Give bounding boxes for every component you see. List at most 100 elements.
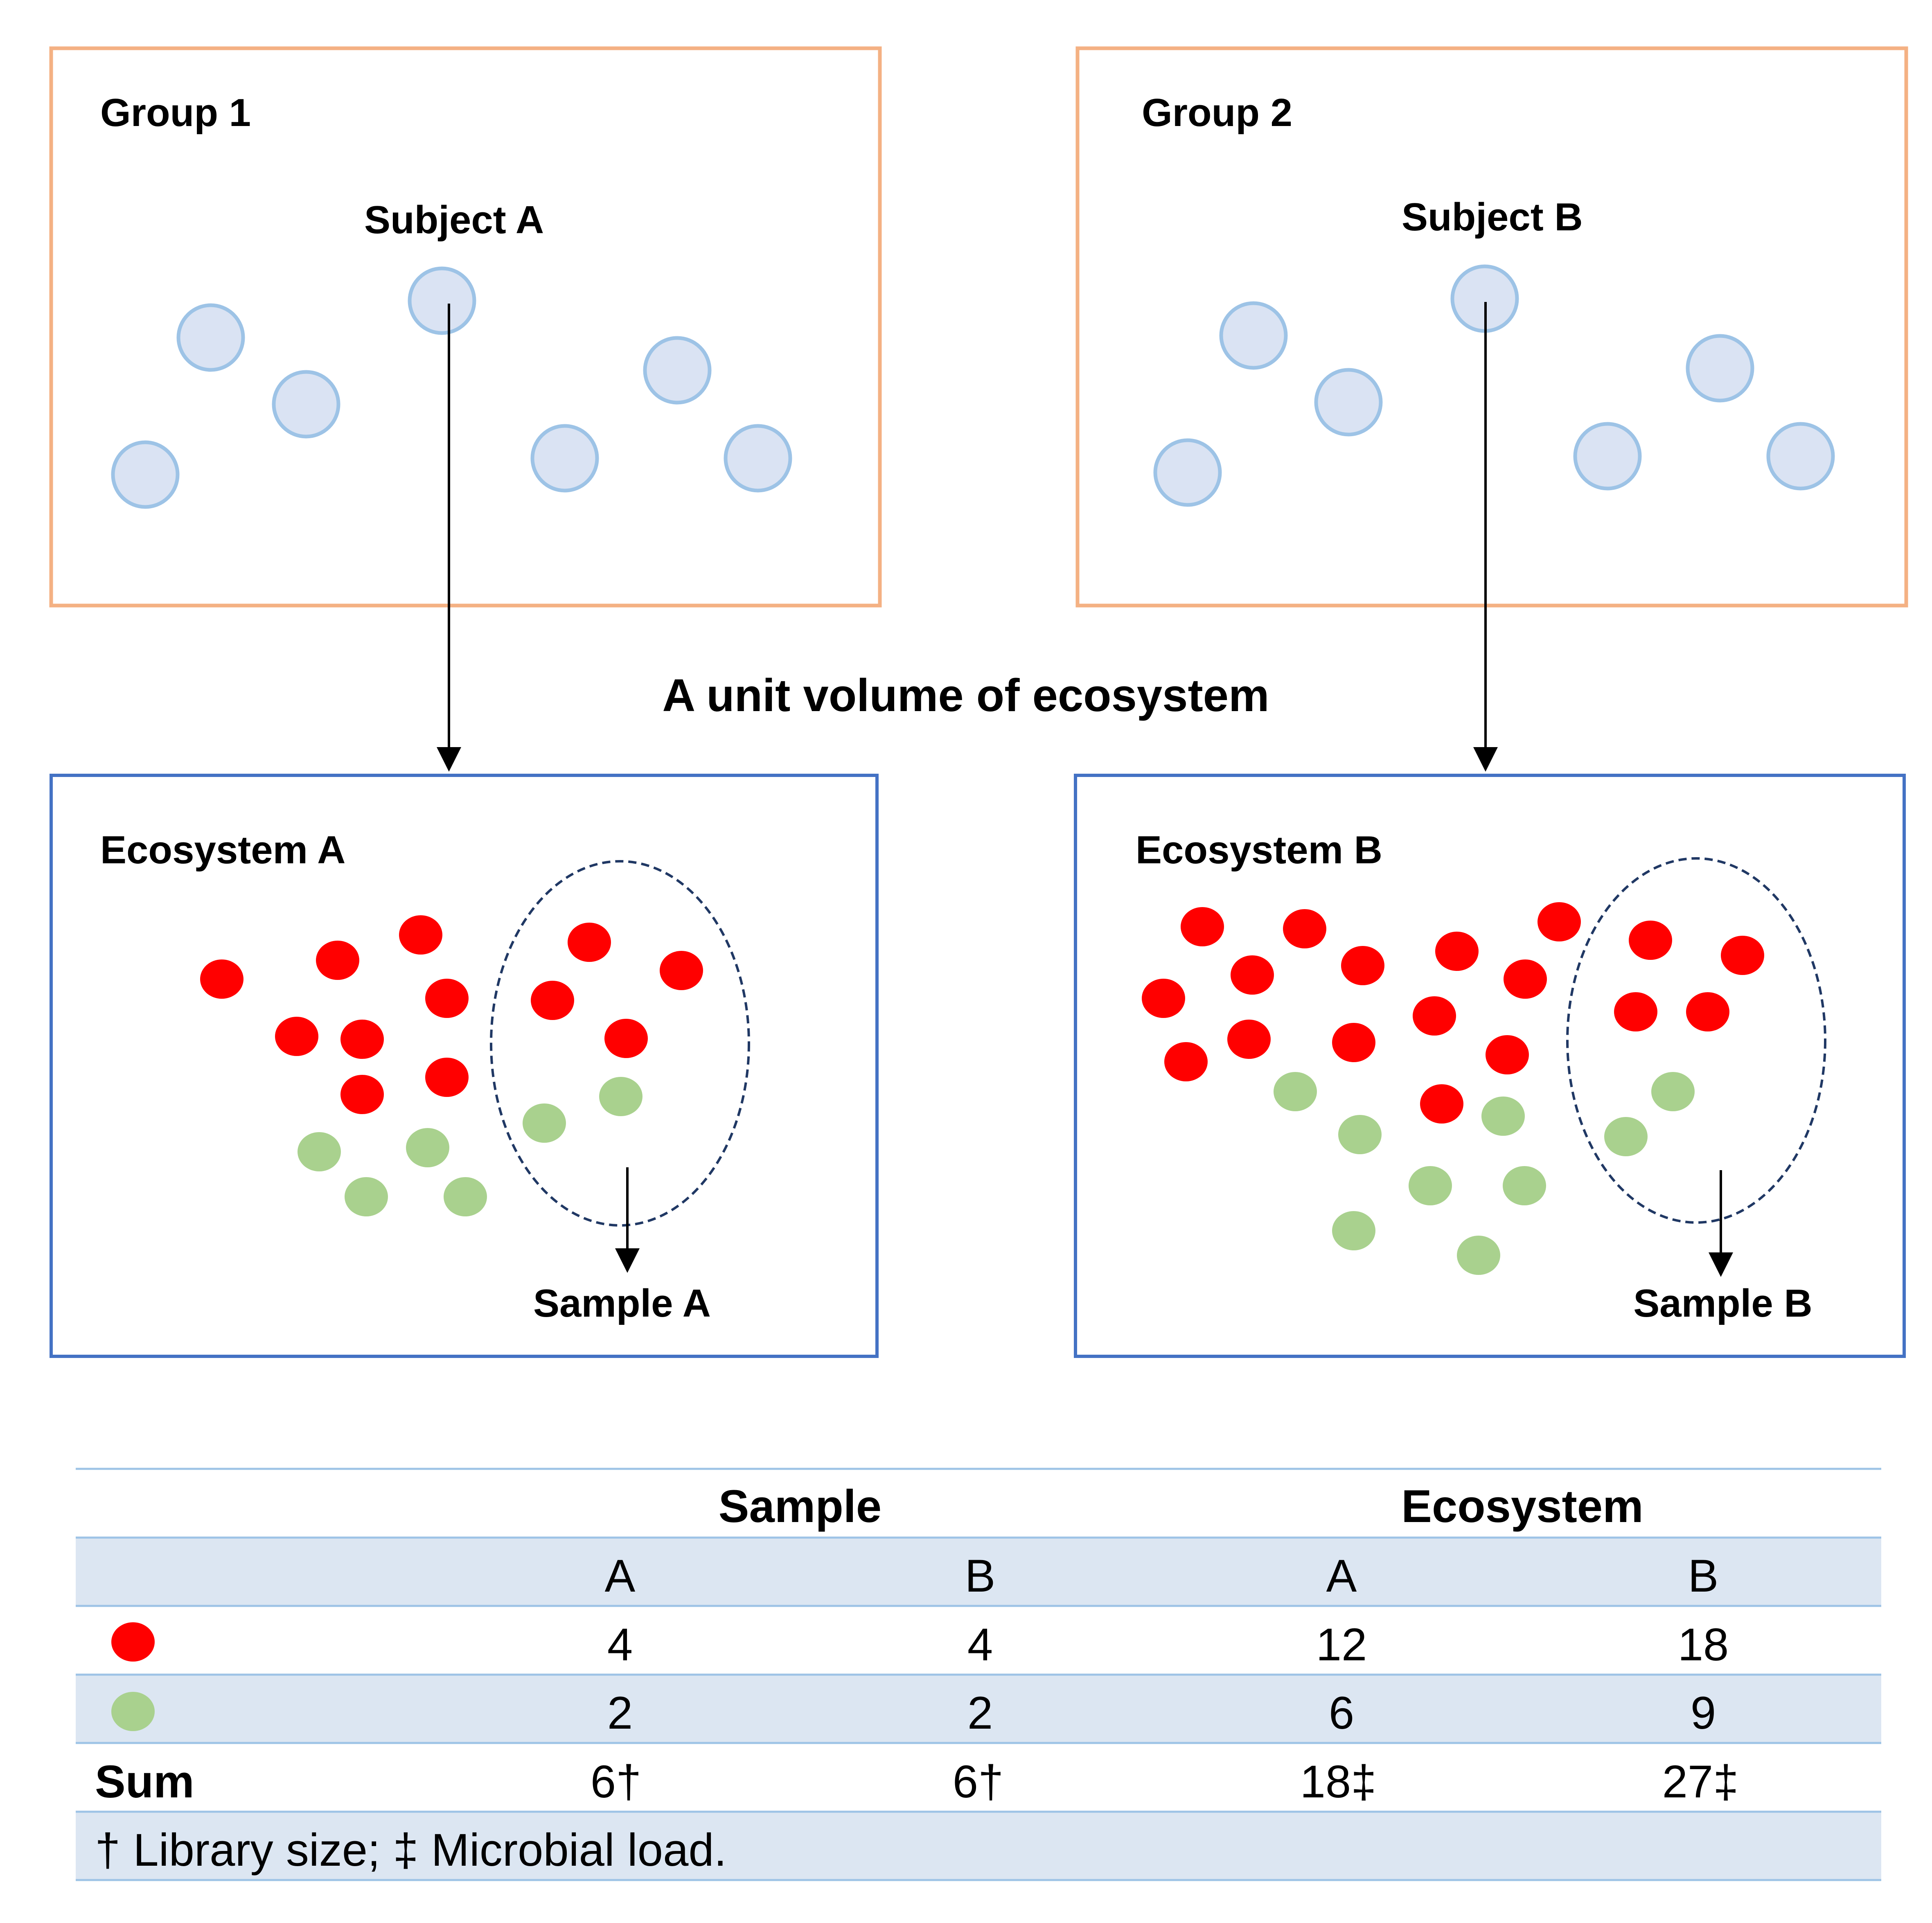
count-table: Sample Ecosystem A B A B 4 4 12 18 2 2 6…	[76, 1468, 1881, 1881]
green-cell	[1409, 1166, 1452, 1205]
subject-circle	[643, 336, 712, 405]
ecosystem-b-red-cells	[1142, 902, 1764, 1124]
table-header-sample: Sample	[719, 1481, 881, 1532]
red-cell	[568, 923, 611, 962]
ecosystem-b-box	[1074, 774, 1906, 1358]
subject-circle	[724, 424, 792, 493]
red-cell	[1420, 1084, 1463, 1124]
sample-b-label: Sample B	[1633, 1281, 1812, 1325]
table-cell: 6†	[953, 1756, 1004, 1807]
ecosystem-b-green-cells	[1274, 1072, 1695, 1275]
sample-b-region	[1566, 857, 1826, 1224]
table-cell: 9	[1691, 1687, 1716, 1738]
table-subheader: B	[965, 1550, 996, 1601]
ecosystem-b-label: Ecosystem B	[1136, 828, 1382, 872]
center-label: A unit volume of ecosystem	[662, 670, 1269, 721]
sample-a-label: Sample A	[533, 1281, 711, 1325]
green-cell	[1651, 1072, 1695, 1111]
green-cell	[1503, 1166, 1546, 1205]
red-cell	[1686, 992, 1729, 1031]
table-cell: 27‡	[1662, 1756, 1739, 1807]
table-subheader: A	[1326, 1550, 1357, 1601]
green-cell	[345, 1177, 388, 1216]
green-cell	[523, 1103, 566, 1143]
red-cell	[1435, 932, 1479, 971]
table-cell: 12	[1316, 1619, 1367, 1670]
table-band	[76, 1812, 1881, 1880]
sample-a-region	[490, 860, 750, 1227]
green-cell	[1481, 1097, 1525, 1136]
ecosystem-a-label: Ecosystem A	[100, 828, 345, 872]
green-cell	[599, 1077, 642, 1116]
red-cell	[1341, 946, 1384, 985]
subject-a-label: Subject A	[364, 198, 544, 242]
green-cell	[1457, 1236, 1500, 1275]
red-cell	[200, 959, 243, 999]
red-cell	[1164, 1042, 1208, 1081]
red-cell	[340, 1075, 384, 1114]
ecosystem-a-red-cells	[200, 915, 703, 1114]
ecosystem-a-box	[50, 774, 879, 1358]
red-cell	[399, 915, 442, 955]
red-cell	[425, 979, 469, 1018]
group-2-label: Group 2	[1142, 91, 1292, 135]
red-cell	[1504, 959, 1547, 999]
subject-circle	[1153, 438, 1222, 507]
table-cell: 18‡	[1300, 1756, 1377, 1807]
red-cell	[1413, 996, 1456, 1036]
table-header-ecosystem: Ecosystem	[1401, 1481, 1643, 1532]
table-cell: 6	[1329, 1687, 1354, 1738]
group-1-subjects	[111, 266, 792, 509]
red-cell	[275, 1017, 318, 1056]
green-cell	[444, 1177, 487, 1216]
red-cell	[1181, 907, 1224, 946]
group-1-label: Group 1	[100, 91, 251, 135]
subject-circle	[1686, 334, 1754, 403]
red-cell	[1629, 921, 1672, 960]
table-band	[76, 1675, 1881, 1743]
subject-circle	[530, 424, 599, 493]
green-dot-marker	[111, 1692, 155, 1731]
red-cell	[660, 951, 703, 990]
red-cell	[1227, 1020, 1271, 1059]
red-cell	[1537, 902, 1581, 941]
table-cell: 2	[967, 1687, 993, 1738]
table-footnote: † Library size; ‡ Microbial load.	[95, 1824, 727, 1876]
subject-circle	[1314, 368, 1383, 437]
green-cell	[1604, 1117, 1648, 1156]
red-cell	[316, 941, 359, 980]
red-cell	[1486, 1035, 1529, 1074]
sum-label: Sum	[95, 1756, 194, 1807]
red-cell	[1231, 955, 1274, 995]
group-2-box	[1075, 46, 1908, 608]
table-cell: 6†	[591, 1756, 642, 1807]
red-cell	[1614, 992, 1657, 1031]
subject-circle	[408, 266, 476, 335]
red-cell	[1332, 1023, 1375, 1062]
ecosystem-a-green-cells	[298, 1077, 642, 1216]
subject-b-label: Subject B	[1402, 195, 1583, 239]
green-cell	[1274, 1072, 1317, 1111]
table-cell: 18	[1678, 1619, 1729, 1670]
subject-circle	[1573, 422, 1642, 491]
green-cell	[298, 1132, 341, 1171]
red-cell	[1142, 979, 1185, 1018]
subject-circle	[176, 303, 245, 372]
red-cell	[1283, 909, 1326, 948]
green-cell	[1338, 1115, 1382, 1154]
red-dot-marker	[111, 1622, 155, 1662]
table-cell: 4	[607, 1619, 633, 1670]
red-cell	[425, 1058, 469, 1097]
subject-circle	[272, 370, 340, 439]
table-subheader: A	[605, 1550, 636, 1601]
subject-circle	[111, 440, 180, 509]
subject-circle	[1766, 422, 1835, 491]
red-cell	[1721, 936, 1764, 975]
table-cell: 4	[967, 1619, 993, 1670]
table-band	[76, 1538, 1881, 1606]
group-1-box	[49, 46, 882, 608]
table-subheader: B	[1688, 1550, 1719, 1601]
red-cell	[604, 1019, 648, 1058]
table-cell: 2	[607, 1687, 633, 1738]
